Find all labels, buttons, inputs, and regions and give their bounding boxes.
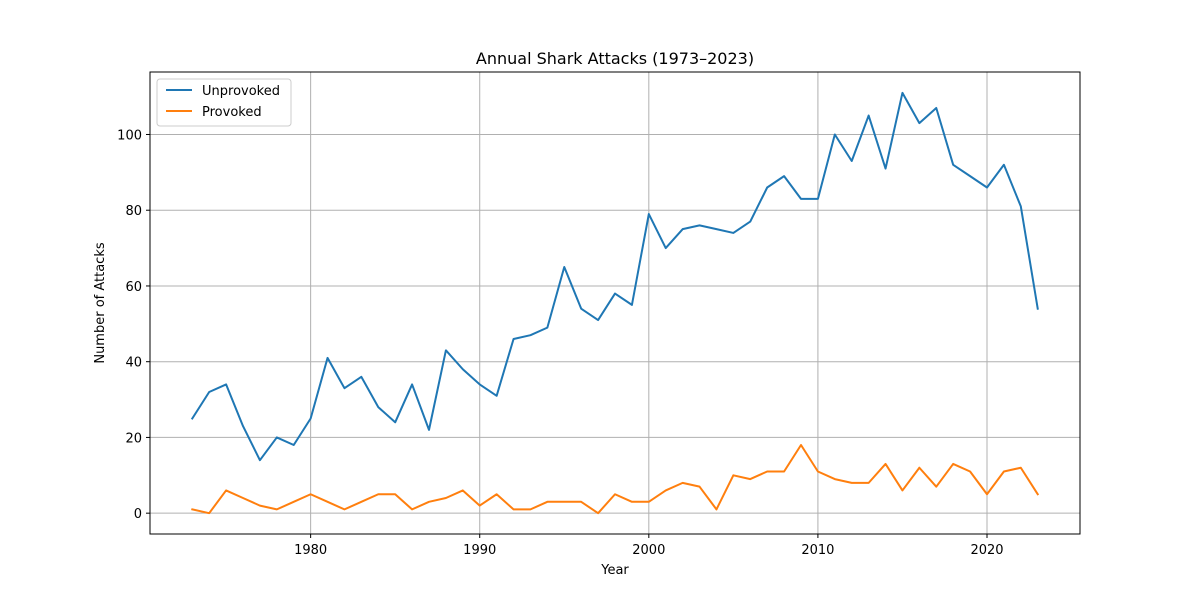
y-tick-label: 40 [125,356,142,371]
y-tick-label: 0 [134,507,142,522]
y-tick-label: 80 [125,204,142,219]
x-tick-label: 2000 [632,543,665,558]
chart-title: Annual Shark Attacks (1973–2023) [476,49,754,68]
plot-frame [149,71,1081,535]
grid [150,72,1080,534]
legend: Unprovoked Provoked [156,78,292,127]
x-axis-label: Year [600,563,629,578]
x-tick-label: 2010 [801,543,834,558]
series-line-unprovoked [190,91,1039,462]
legend-label-provoked: Provoked [202,105,262,120]
series-layer [190,91,1040,515]
axis-ticks: 1980 1990 2000 2010 2020 0 20 40 60 80 100 [117,128,1003,558]
x-tick-label: 2020 [970,543,1003,558]
y-axis-label: Number of Attacks [93,242,108,364]
legend-label-unprovoked: Unprovoked [202,84,280,99]
y-tick-label: 20 [125,431,142,446]
x-tick-label: 1980 [294,543,327,558]
x-tick-label: 1990 [463,543,496,558]
series-line-provoked [191,444,1040,515]
y-tick-label: 60 [125,280,142,295]
y-tick-label: 100 [117,128,142,143]
